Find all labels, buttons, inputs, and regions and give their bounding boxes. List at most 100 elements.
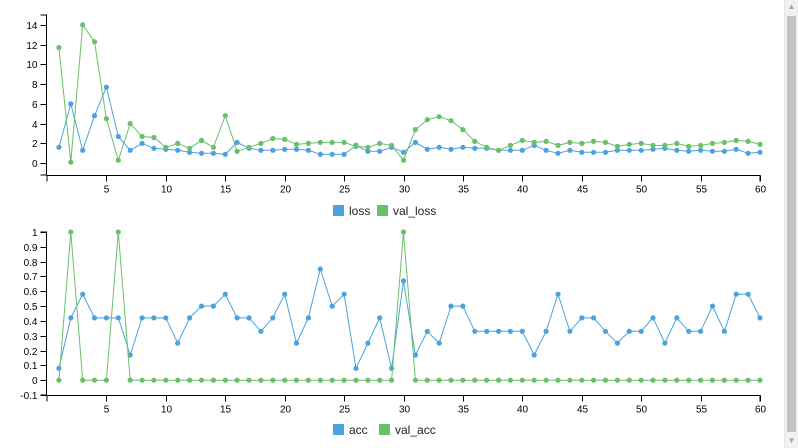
data-point-val-acc (56, 377, 62, 383)
loss-chart: 0 2 4 6 8 10 12 14 5 10 15 20 25 30 35 40 45 50 55 60 (26, 14, 766, 196)
legend-swatch-val-loss[interactable] (377, 205, 388, 216)
data-point-loss (187, 149, 193, 155)
data-point-val-acc (567, 377, 573, 383)
data-point-val-loss (460, 127, 466, 133)
data-point-acc (198, 303, 205, 309)
data-point-loss (127, 147, 133, 153)
data-point-loss (686, 148, 692, 154)
data-point-val-loss (496, 147, 502, 153)
data-point-acc (591, 315, 597, 321)
data-point-val-acc (543, 377, 549, 383)
legend-swatch-loss[interactable] (333, 205, 344, 216)
data-point-val-loss (210, 144, 216, 150)
data-point-val-acc (163, 377, 169, 383)
data-point-val-loss (662, 142, 668, 148)
data-point-val-acc (91, 377, 98, 383)
data-point-loss (68, 101, 74, 107)
data-point-loss (151, 145, 157, 151)
data-point-val-acc (602, 377, 609, 383)
acc-y-tick-label: 0 (32, 376, 38, 387)
data-point-val-loss (377, 140, 383, 146)
loss-y-tick-label: 14 (26, 21, 38, 32)
scroll-down-arrow-icon[interactable]: ▼ (787, 436, 796, 445)
data-point-val-acc (496, 377, 502, 383)
loss-x-tick-label: 10 (161, 185, 173, 196)
data-point-loss (365, 148, 371, 154)
data-point-val-acc (626, 377, 632, 383)
data-point-val-acc (365, 377, 371, 383)
data-point-loss (650, 146, 656, 152)
data-point-val-acc (412, 377, 418, 383)
data-point-loss (80, 147, 86, 153)
data-point-val-loss (353, 143, 359, 149)
data-point-val-acc (210, 377, 216, 383)
data-point-val-loss (733, 137, 739, 143)
data-point-loss (614, 147, 621, 153)
data-point-loss (698, 147, 704, 153)
legend-swatch-val-acc[interactable] (379, 424, 390, 435)
data-point-val-acc (638, 377, 644, 383)
data-point-val-loss (115, 157, 121, 163)
data-point-loss (472, 145, 478, 151)
loss-x-tick-label: 25 (339, 185, 351, 196)
legend-label-acc[interactable]: acc (349, 423, 368, 437)
loss-x-tick-label: 15 (220, 185, 232, 196)
data-point-val-loss (602, 139, 609, 145)
scrollbar-thumb[interactable] (787, 16, 796, 432)
data-point-loss (377, 148, 383, 154)
data-point-val-acc (293, 377, 300, 383)
loss-x-tick-label: 20 (280, 185, 292, 196)
data-point-acc (555, 291, 561, 297)
scroll-up-arrow-icon[interactable]: ▲ (787, 2, 796, 11)
loss-y-tick-label: 10 (26, 60, 38, 71)
acc-x-tick-label: 25 (339, 405, 351, 416)
acc-x-tick-label: 20 (280, 405, 292, 416)
data-point-val-loss (436, 114, 442, 120)
data-point-val-acc (175, 377, 181, 383)
data-point-acc (507, 328, 513, 334)
data-point-acc (91, 315, 98, 321)
data-point-val-acc (472, 377, 478, 383)
data-point-acc (305, 315, 311, 321)
loss-chart-legend: loss val_loss (333, 204, 436, 218)
data-point-acc (80, 291, 86, 297)
series-line-val-loss (58, 23, 761, 163)
legend-label-val-acc[interactable]: val_acc (395, 423, 436, 437)
acc-x-tick-label: 35 (458, 405, 470, 416)
data-point-val-acc (389, 377, 395, 383)
acc-y-tick-label: 0.7 (24, 272, 38, 283)
data-point-loss (258, 147, 264, 153)
data-point-acc (496, 328, 502, 334)
data-point-val-acc (282, 377, 288, 383)
data-point-acc (448, 303, 454, 309)
data-point-acc (674, 315, 680, 321)
data-point-acc (139, 315, 145, 321)
data-point-val-acc (698, 377, 704, 383)
data-point-val-acc (650, 377, 656, 383)
data-point-acc (365, 340, 371, 346)
data-point-val-acc (234, 377, 240, 383)
vertical-scrollbar[interactable]: ▲ ▼ (784, 0, 798, 448)
legend-label-loss[interactable]: loss (349, 204, 370, 218)
acc-x-axis-line (46, 395, 761, 402)
data-point-loss (175, 147, 181, 153)
data-point-loss (270, 147, 276, 153)
data-point-val-loss (519, 137, 525, 143)
acc-y-tick-label: 0.9 (24, 243, 38, 254)
data-point-acc (614, 340, 621, 346)
data-point-loss (91, 113, 98, 119)
data-point-loss (317, 151, 323, 157)
data-point-val-loss (591, 138, 597, 144)
data-point-val-acc (507, 377, 513, 383)
data-point-val-acc (436, 377, 442, 383)
data-point-acc (222, 291, 228, 297)
data-point-acc (579, 315, 585, 321)
legend-swatch-acc[interactable] (333, 424, 344, 435)
data-point-val-acc (353, 377, 359, 383)
data-point-val-loss (163, 144, 169, 150)
legend-label-val-loss[interactable]: val_loss (393, 204, 436, 218)
data-point-loss (721, 148, 728, 154)
data-point-loss (56, 144, 62, 150)
data-point-val-acc (662, 377, 668, 383)
